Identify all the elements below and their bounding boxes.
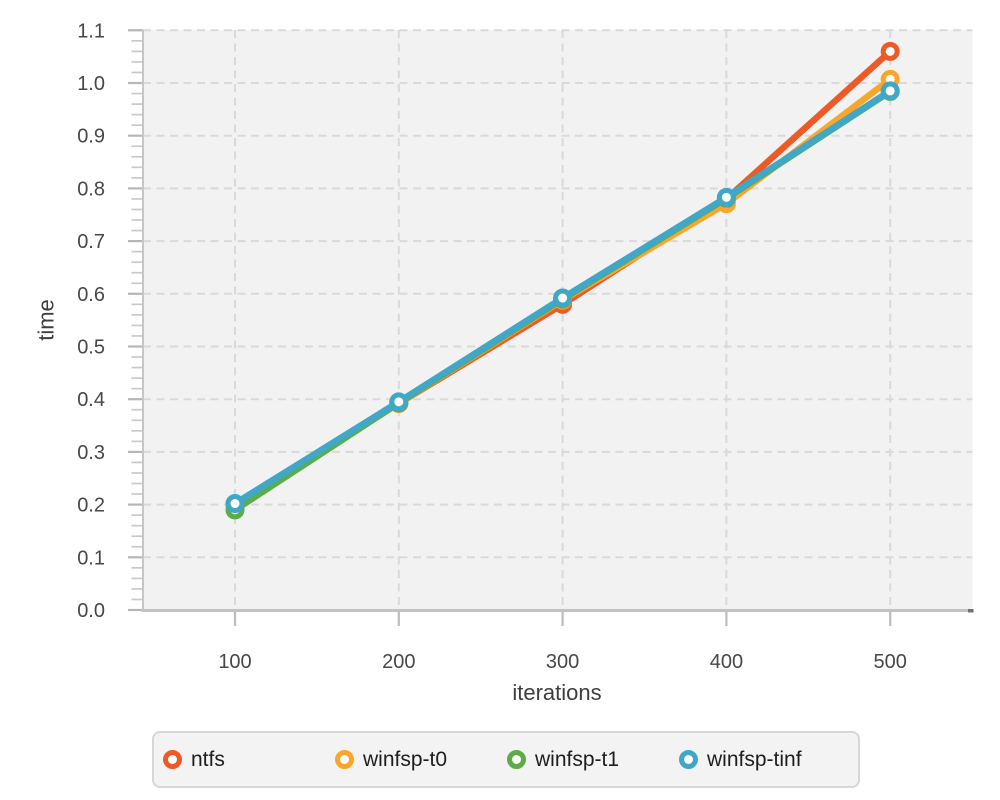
x-tick-label: 300 <box>546 651 579 673</box>
legend-label: winfsp-t0 <box>363 747 448 771</box>
legend: ntfs winfsp-t0 winfsp-t1 winfsp-tinf <box>152 731 860 788</box>
y-tick-label: 0.7 <box>77 231 105 253</box>
y-major-ticks <box>128 29 143 612</box>
data-point-marker <box>553 288 573 308</box>
y-tick-label: 1.0 <box>77 73 105 95</box>
data-point-marker <box>225 494 245 514</box>
legend-item-winfsp-t0[interactable]: winfsp-t0 <box>335 748 507 772</box>
data-point-marker <box>389 392 409 412</box>
legend-label: ntfs <box>191 747 225 771</box>
legend-marker-circle-icon <box>163 750 182 769</box>
y-tick-label: 0.8 <box>77 178 105 200</box>
y-tick-label: 0.9 <box>77 126 105 148</box>
legend-item-winfsp-t1[interactable]: winfsp-t1 <box>507 748 679 772</box>
x-tick-label: 400 <box>710 651 743 673</box>
x-tick-label: 200 <box>382 651 415 673</box>
y-tick-label: 0.0 <box>77 600 105 622</box>
x-tick-label: 500 <box>874 651 907 673</box>
legend-label: winfsp-t1 <box>535 747 620 771</box>
y-tick-label: 0.4 <box>77 389 105 411</box>
y-minor-ticks <box>131 39 143 601</box>
data-point-marker <box>716 187 736 207</box>
y-tick-label: 1.1 <box>77 20 105 42</box>
legend-marker-circle-icon <box>679 750 698 769</box>
y-tick-label: 0.1 <box>77 547 105 569</box>
y-tick-label: 0.2 <box>77 495 105 517</box>
series-winfsp-tinf <box>225 81 900 514</box>
x-axis-title: iterations <box>512 680 601 705</box>
data-point-marker <box>880 81 900 101</box>
x-tick-label: 100 <box>218 651 251 673</box>
tick-labels: 0.0 0.1 0.2 0.3 0.4 0.5 0.6 0.7 0.8 0.9 1.0 1.1 100 2… <box>77 20 907 673</box>
legend-item-winfsp-tinf[interactable]: winfsp-tinf <box>679 748 851 772</box>
legend-label: winfsp-tinf <box>707 747 802 771</box>
gridlines <box>143 29 973 610</box>
legend-marker-circle-icon <box>507 750 526 769</box>
y-tick-label: 0.5 <box>77 337 105 359</box>
x-axis-end-cap <box>968 609 974 613</box>
legend-marker-circle-icon <box>335 750 354 769</box>
y-axis-title: time <box>34 299 59 341</box>
y-tick-label: 0.6 <box>77 284 105 306</box>
data-point-marker <box>880 41 900 61</box>
legend-item-ntfs[interactable]: ntfs <box>163 748 335 772</box>
y-tick-label: 0.3 <box>77 442 105 464</box>
x-major-ticks <box>233 611 892 626</box>
